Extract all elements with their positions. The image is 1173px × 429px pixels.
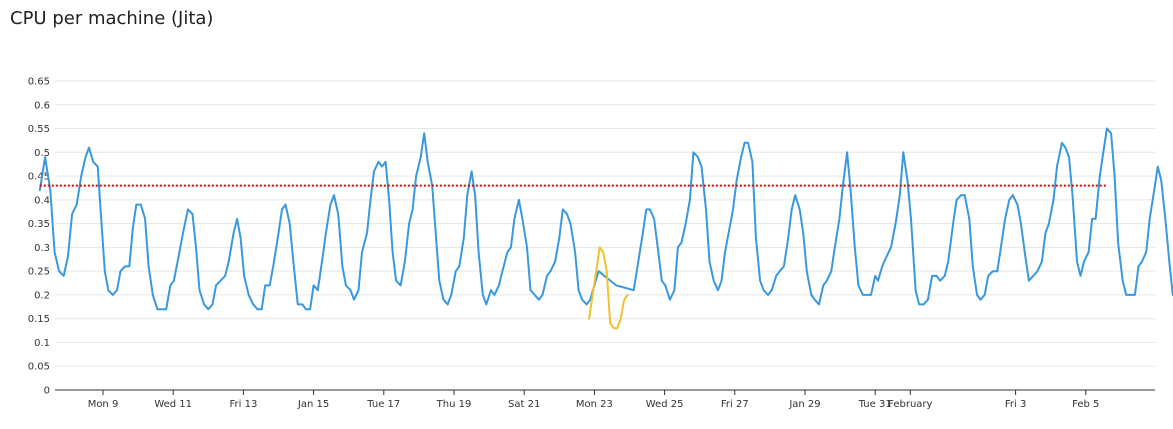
- y-tick-label: 0.25: [28, 267, 50, 278]
- x-tick-label: Sat 21: [508, 399, 540, 410]
- y-tick-label: 0.55: [28, 124, 50, 135]
- y-tick-label: 0: [44, 386, 50, 397]
- y-tick-label: 0.1: [34, 338, 50, 349]
- y-tick-label: 0.15: [28, 314, 50, 325]
- chart-title: CPU per machine (Jita): [10, 8, 214, 29]
- x-tick-label: Jan 15: [297, 399, 329, 410]
- y-tick-label: 0.45: [28, 172, 50, 183]
- x-tick-label: Fri 13: [229, 399, 257, 410]
- x-tick-label: Wed 11: [154, 399, 192, 410]
- y-tick-label: 0.65: [28, 77, 50, 88]
- y-tick-label: 0.2: [34, 290, 50, 301]
- x-tick-label: Thu 19: [436, 399, 472, 410]
- x-tick-label: Mon 23: [576, 399, 613, 410]
- x-tick-label: Tue 31: [858, 399, 892, 410]
- y-tick-label: 0.05: [28, 362, 50, 373]
- grid-lines: [55, 80, 1155, 367]
- x-tick-label: Fri 27: [721, 399, 749, 410]
- y-tick-label: 0.35: [28, 219, 50, 230]
- y-tick-label: 0.4: [34, 195, 50, 206]
- x-tick-label: Tue 17: [366, 399, 400, 410]
- series-line-2: [588, 246, 629, 330]
- x-tick-label: February: [888, 399, 932, 410]
- y-tick-label: 0.3: [34, 243, 50, 254]
- x-tick-label: Jan 29: [788, 399, 820, 410]
- series-line-1: [38, 127, 1173, 311]
- series-lines: [38, 127, 1173, 330]
- x-tick-label: Wed 25: [646, 399, 684, 410]
- x-tick-label: Fri 3: [1005, 399, 1026, 410]
- x-tick-label: Mon 9: [88, 399, 119, 410]
- y-tick-label: 0.5: [34, 148, 50, 159]
- y-tick-label: 0.6: [34, 100, 50, 111]
- x-tick-label: Feb 5: [1072, 399, 1099, 410]
- x-axis: Mon 9 Wed 11 Fri 13 Jan 15 Tue 17 Thu 19 Sat 2…: [55, 389, 1155, 410]
- y-axis-ticks: 0 0.05 0.1 0.15 0.2 0.25 0.3 0.35 0.4 0.45 0.5 0.55…: [28, 77, 50, 397]
